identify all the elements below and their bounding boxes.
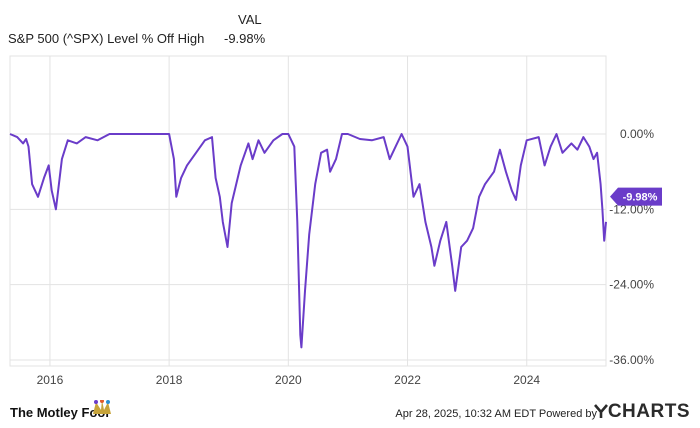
plot-area-border [9,55,607,367]
chart-legend: VAL S&P 500 (^SPX) Level % Off High -9.9… [0,0,700,50]
line-chart: 2016 2018 2020 2022 2024 0.00% -12.00% -24.00% -… [9,55,662,387]
x-tick-label: 2022 [394,373,421,387]
ycharts-y-icon [593,404,608,418]
x-tick-label: 2024 [513,373,540,387]
y-tick-label: 0.00% [620,127,654,141]
x-tick-label: 2016 [37,373,64,387]
jester-hat-icon [93,400,111,414]
x-tick-label: 2020 [275,373,302,387]
motley-fool-logo: The Motley Fool [10,405,109,420]
y-tick-label: -24.00% [609,278,654,292]
timestamp: Apr 28, 2025, 10:32 AM EDT Powered by [395,408,597,420]
y-tick-label: -36.00% [609,353,654,367]
x-tick-label: 2018 [156,373,183,387]
legend-header: VAL [238,12,262,27]
ycharts-wordmark: CHARTS [607,401,690,422]
footer: The Motley Fool Apr 28, 2025, 10:32 AM E… [0,392,700,428]
end-value-marker [610,187,662,206]
legend-series-value: -9.98% [224,31,266,46]
end-value-label: -9.98% [623,192,658,204]
ycharts-logo: CHARTS [593,401,690,423]
series-line [9,133,607,349]
y-tick-label: -12.00% [609,202,654,216]
legend-series-name: S&P 500 (^SPX) Level % Off High [8,31,205,46]
